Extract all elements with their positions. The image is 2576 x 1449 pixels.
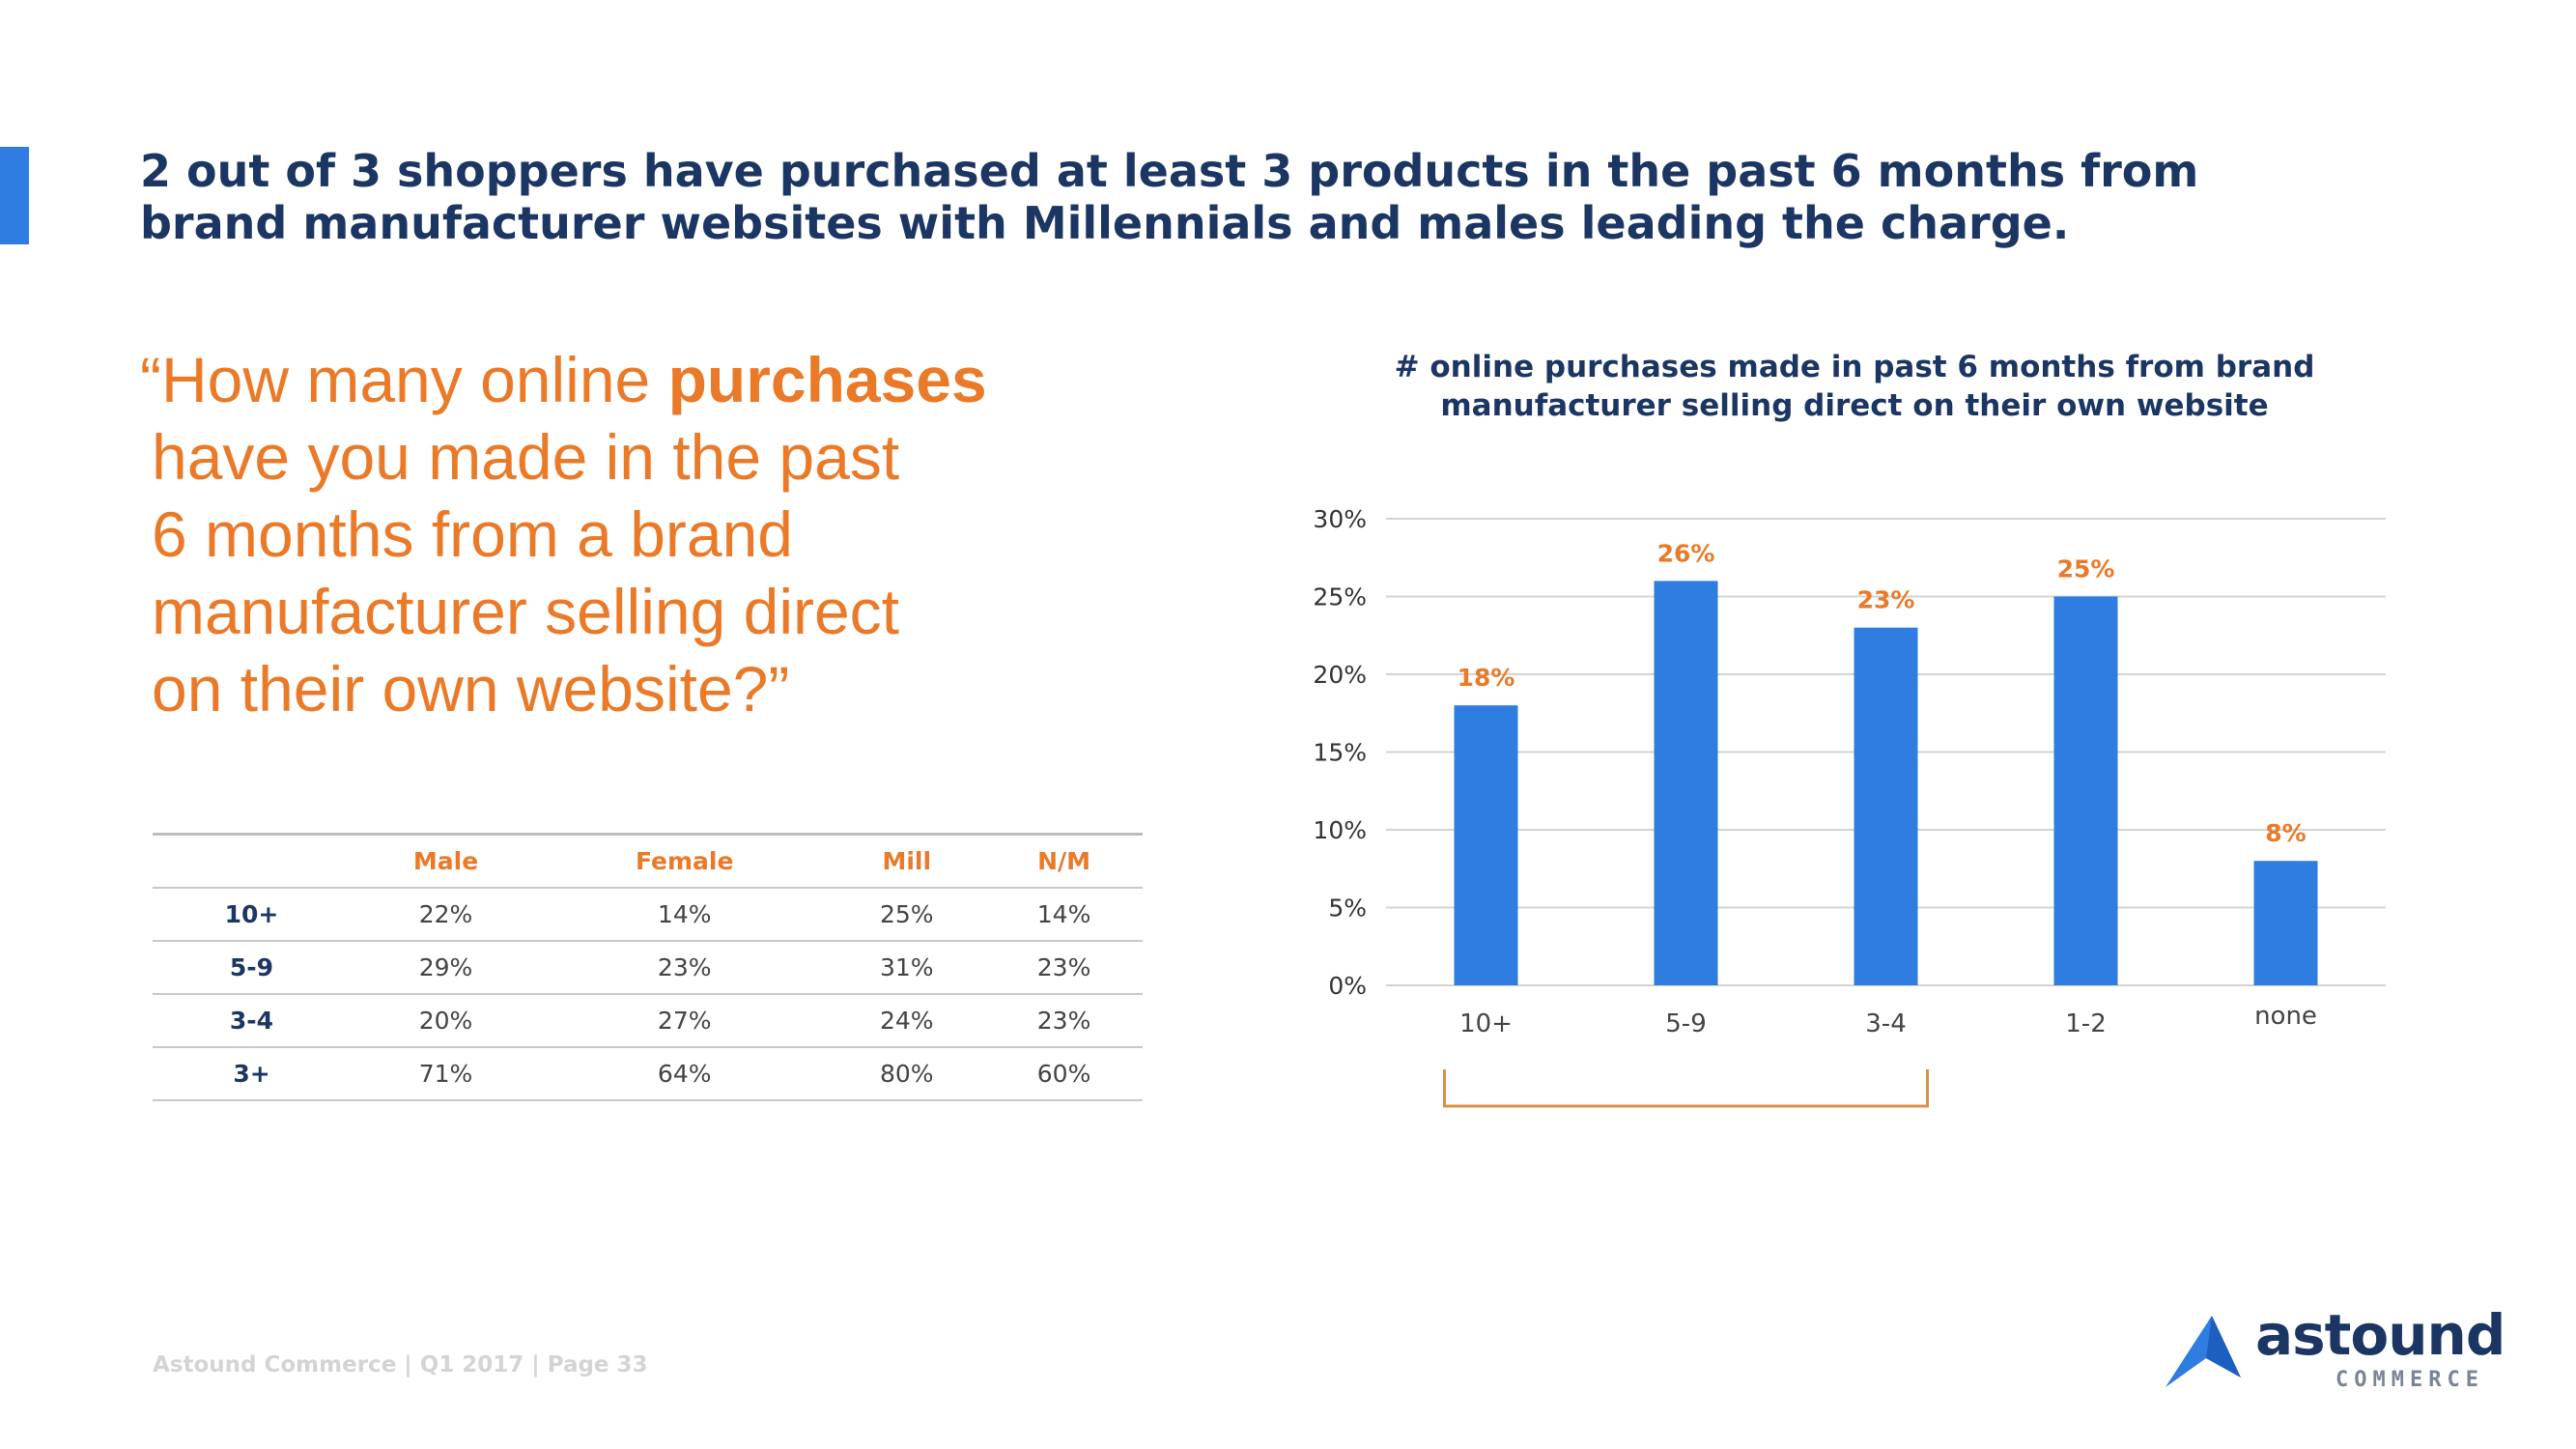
table-row: 5-9 29% 23% 31% 23%	[153, 941, 1143, 995]
data-label: 25%	[2057, 555, 2115, 583]
table-header-cell: Female	[541, 833, 829, 889]
x-tick-label: 1-2	[2065, 1009, 2106, 1038]
table-cell: 29%	[351, 941, 542, 995]
bar-5-9	[1654, 581, 1718, 985]
table-cell: 60%	[985, 1047, 1143, 1101]
data-label: 18%	[1458, 664, 1515, 692]
table-cell: 23%	[985, 994, 1143, 1048]
question-emphasis: purchases	[667, 344, 987, 415]
table-cell: 14%	[541, 888, 829, 942]
bar-10+	[1454, 705, 1518, 985]
table-header-cell: Male	[351, 833, 542, 889]
chart-title: # online purchases made in past 6 months…	[1352, 348, 2357, 425]
question-line-2: have you made in the past	[152, 421, 900, 493]
question-line-4: manufacturer selling direct	[152, 576, 900, 647]
y-tick-label: 20%	[1313, 661, 1367, 689]
breakdown-table: Male Female Mill N/M 10+ 22% 14% 25% 14%…	[153, 833, 1143, 1101]
bar-1-2	[2053, 596, 2118, 985]
bar-layer	[1454, 581, 2318, 985]
table-cell: 14%	[985, 888, 1143, 942]
x-tick-label: 5-9	[1665, 1009, 1706, 1038]
bar-none	[2253, 861, 2318, 985]
y-tick-label: 10%	[1313, 816, 1367, 844]
footer-note: Astound Commerce | Q1 2017 | Page 33	[153, 1352, 648, 1378]
table-cell: 20%	[351, 994, 542, 1048]
row-label: 10+	[153, 888, 351, 942]
label-layer: 0% 5% 10% 15% 20% 25% 30% 18% 10+ 26% 5-9 23% 3-4 25%…	[1313, 505, 2317, 1108]
table-cell: 31%	[828, 941, 986, 995]
table-row: 3+ 71% 64% 80% 60%	[153, 1047, 1143, 1101]
headline-line-2: brand manufacturer websites with Millenn…	[140, 197, 2070, 249]
logo-word: astound	[2255, 1302, 2505, 1368]
table-cell: 25%	[828, 888, 986, 942]
table-cell: 23%	[541, 941, 829, 995]
table-cell: 80%	[828, 1047, 986, 1101]
y-tick-label: 5%	[1328, 895, 1367, 923]
row-label: 5-9	[153, 941, 351, 995]
row-label: 3-4	[153, 994, 351, 1048]
data-label: 26%	[1657, 539, 1715, 567]
table-cell: 23%	[985, 941, 1143, 995]
bar-3-4	[1854, 627, 1918, 985]
table-row: 3-4 20% 27% 24% 23%	[153, 994, 1143, 1048]
table-cell: 24%	[828, 994, 986, 1048]
table-header-cell	[153, 833, 351, 889]
demographic-table: Male Female Mill N/M 10+ 22% 14% 25% 14%…	[153, 833, 1143, 1101]
logo-subtitle: COMMERCE	[2335, 1368, 2484, 1392]
x-tick-label: none	[2254, 1002, 2317, 1031]
bracket-marker	[1443, 1069, 1929, 1108]
y-tick-label: 15%	[1313, 739, 1367, 767]
question-prefix: “How many online	[140, 344, 668, 415]
data-label: 23%	[1857, 586, 1915, 614]
table-header-cell: N/M	[985, 833, 1143, 889]
x-tick-label: 10+	[1459, 1009, 1513, 1038]
y-tick-label: 25%	[1313, 583, 1367, 611]
headline-line-1: 2 out of 3 shoppers have purchased at le…	[140, 145, 2199, 197]
bar-chart: 0% 5% 10% 15% 20% 25% 30% 18% 10+ 26% 5-9 23% 3-4 25%…	[1313, 505, 2386, 1108]
chart-title-line-2: manufacturer selling direct on their own…	[1440, 388, 2269, 423]
table-cell: 22%	[351, 888, 542, 942]
y-tick-label: 30%	[1313, 505, 1367, 533]
astound-logo: astound COMMERCE	[2164, 1302, 2505, 1399]
page-headline: 2 out of 3 shoppers have purchased at le…	[140, 145, 2362, 249]
table-cell: 27%	[541, 994, 829, 1048]
logo-mark-icon	[2166, 1316, 2241, 1387]
question-line-1: “How many online purchases	[140, 341, 1145, 418]
table-row: 10+ 22% 14% 25% 14%	[153, 888, 1143, 942]
table-cell: 71%	[351, 1047, 542, 1101]
chart-title-line-1: # online purchases made in past 6 months…	[1394, 350, 2315, 384]
table-cell: 64%	[541, 1047, 829, 1101]
data-label: 8%	[2265, 819, 2306, 847]
row-label: 3+	[153, 1047, 351, 1101]
question-line-3: 6 months from a brand	[152, 498, 793, 570]
survey-question: “How many online purchases have you made…	[140, 341, 1145, 727]
table-header-row: Male Female Mill N/M	[153, 833, 1143, 889]
x-tick-label: 3-4	[1865, 1009, 1906, 1038]
accent-bar	[0, 147, 29, 244]
table-header-cell: Mill	[828, 833, 986, 889]
y-tick-label: 0%	[1328, 972, 1367, 1000]
question-line-5: on their own website?”	[152, 653, 790, 724]
